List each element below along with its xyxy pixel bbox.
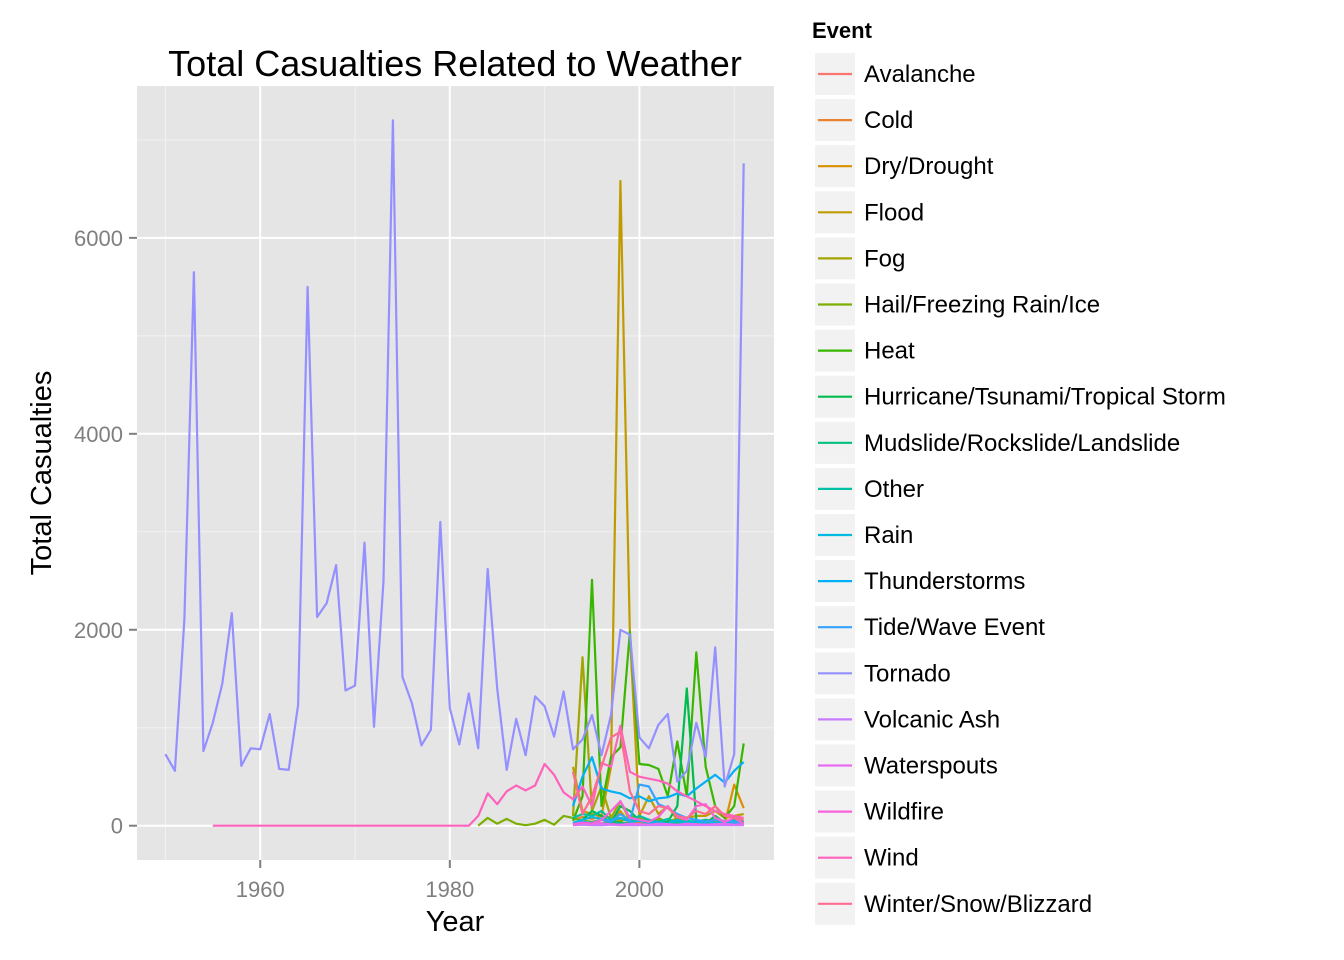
legend-label: Winter/Snow/Blizzard — [864, 891, 1092, 918]
chart-title: Total Casualties Related to Weather — [168, 43, 742, 84]
legend-label: Wildfire — [864, 799, 944, 826]
series-line-tornado — [164, 119, 745, 788]
x-axis: 1960 1980 2000 — [236, 860, 664, 902]
y-tick-label: 6000 — [74, 226, 123, 251]
legend-item-tornado: Tornado — [813, 650, 951, 697]
legend-item-fog: Fog — [813, 235, 905, 282]
legend-label: Wind — [864, 845, 919, 872]
legend-item-wind: Wind — [813, 834, 919, 881]
legend-label: Volcanic Ash — [864, 706, 1000, 733]
y-axis: 0 2000 4000 6000 — [74, 226, 137, 839]
y-tick-label: 0 — [111, 814, 123, 839]
legend-item-hail-freezing-rain-ice: Hail/Freezing Rain/Ice — [813, 281, 1100, 328]
legend-label: Flood — [864, 199, 924, 226]
legend-label: Hail/Freezing Rain/Ice — [864, 292, 1100, 319]
legend: Event Avalanche Cold Dry/Drought Flood Fog Ha… — [812, 18, 1226, 927]
legend-label: Dry/Drought — [864, 153, 994, 180]
legend-item-wildfire: Wildfire — [813, 788, 944, 835]
x-tick-label: 1980 — [425, 877, 474, 902]
legend-label: Hurricane/Tsunami/Tropical Storm — [864, 384, 1226, 411]
legend-item-hurricane-tsunami-tropical-storm: Hurricane/Tsunami/Tropical Storm — [813, 373, 1226, 420]
legend-label: Cold — [864, 107, 913, 134]
series-line-thunderstorms — [571, 755, 745, 807]
legend-label: Avalanche — [864, 61, 976, 88]
legend-item-cold: Cold — [813, 97, 913, 144]
legend-label: Fog — [864, 245, 905, 272]
legend-item-volcanic-ash: Volcanic Ash — [813, 696, 1000, 743]
legend-label: Heat — [864, 338, 915, 365]
legend-label: Tornado — [864, 660, 951, 687]
legend-title: Event — [812, 18, 873, 43]
series-line-waterspouts — [572, 821, 744, 826]
series-line-wildfire — [572, 800, 745, 826]
x-tick-label: 2000 — [615, 877, 664, 902]
legend-item-rain: Rain — [813, 512, 913, 558]
y-tick-label: 4000 — [74, 422, 123, 447]
legend-label: Waterspouts — [864, 753, 998, 780]
legend-item-tide-wave-event: Tide/Wave Event — [813, 604, 1045, 651]
series-lines — [164, 119, 745, 827]
legend-item-heat: Heat — [813, 327, 915, 374]
legend-item-flood: Flood — [813, 189, 924, 236]
legend-item-mudslide-rockslide-landslide: Mudslide/Rockslide/Landslide — [813, 419, 1180, 466]
legend-item-winter-snow-blizzard: Winter/Snow/Blizzard — [813, 880, 1092, 927]
legend-label: Other — [864, 476, 924, 503]
legend-label: Mudslide/Rockslide/Landslide — [864, 430, 1180, 457]
legend-item-thunderstorms: Thunderstorms — [813, 558, 1025, 605]
series-line-winter-snow-blizzard — [571, 730, 744, 821]
series-line-wind — [212, 724, 744, 827]
legend-item-avalanche: Avalanche — [813, 51, 976, 97]
legend-item-dry-drought: Dry/Drought — [813, 143, 994, 190]
legend-label: Rain — [864, 522, 913, 549]
legend-item-waterspouts: Waterspouts — [813, 742, 998, 789]
legend-label: Tide/Wave Event — [864, 614, 1045, 641]
x-tick-label: 1960 — [236, 877, 285, 902]
y-axis-title: Total Casualties — [26, 371, 58, 576]
legend-label: Thunderstorms — [864, 568, 1025, 595]
x-axis-title: Year — [426, 906, 485, 938]
legend-item-other: Other — [813, 465, 924, 512]
y-tick-label: 2000 — [74, 618, 123, 643]
